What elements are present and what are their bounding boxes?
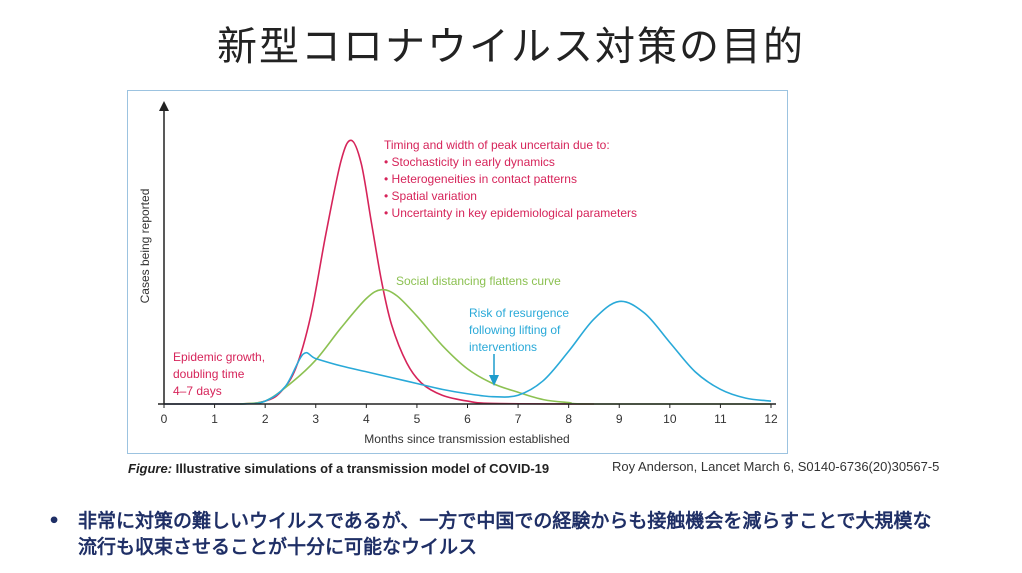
- series-line-green: [239, 288, 771, 405]
- y-axis-arrow-icon: [159, 101, 169, 111]
- annotation-uncertainty-item: • Uncertainty in key epidemiological par…: [384, 206, 637, 220]
- x-tick-label: 3: [312, 412, 319, 426]
- annotation-resurgence: Risk of resurgence: [469, 306, 569, 320]
- epidemic-curve-chart: 0 1 2 3 4 5 6 7 8 9 10 11 12 Months since transmissi…: [138, 101, 778, 446]
- chart-frame: 0 1 2 3 4 5 6 7 8 9 10 11 12 Months since transmissi…: [127, 90, 788, 454]
- citation: Roy Anderson, Lancet March 6, S0140-6736…: [612, 459, 940, 474]
- slide-title: 新型コロナウイルス対策の目的: [217, 24, 805, 70]
- annotation-distancing: Social distancing flattens curve: [396, 274, 561, 288]
- figure-caption: Figure: Illustrative simulations of a tr…: [128, 461, 549, 476]
- x-tick-label: 1: [211, 412, 218, 426]
- x-tick-label: 12: [764, 412, 778, 426]
- series-line-blue: [164, 300, 772, 405]
- resurgence-arrow-icon: [489, 354, 499, 386]
- x-tick-label: 2: [262, 412, 269, 426]
- annotation-resurgence: interventions: [469, 340, 537, 354]
- x-axis-label: Months since transmission established: [364, 432, 569, 446]
- x-tick-label: 5: [414, 412, 421, 426]
- annotation-growth: 4–7 days: [173, 384, 222, 398]
- y-axis-label: Cases being reported: [138, 189, 152, 304]
- x-tick-label: 6: [464, 412, 471, 426]
- annotation-uncertainty-item: • Spatial variation: [384, 189, 477, 203]
- annotation-uncertainty-title: Timing and width of peak uncertain due t…: [384, 138, 610, 152]
- annotation-growth: doubling time: [173, 367, 245, 381]
- x-tick-label: 10: [663, 412, 677, 426]
- bullet-list: • 非常に対策の難しいウイルスであるが、一方で中国での経験からも接触機会を減らす…: [48, 508, 938, 560]
- x-tick-label: 11: [714, 412, 727, 426]
- x-tick-label: 7: [515, 412, 522, 426]
- caption-text: Illustrative simulations of a transmissi…: [172, 461, 550, 476]
- annotation-resurgence: following lifting of: [469, 323, 561, 337]
- annotation-uncertainty-item: • Heterogeneities in contact patterns: [384, 172, 577, 186]
- x-tick-label: 9: [616, 412, 623, 426]
- x-tick-label: 8: [565, 412, 572, 426]
- x-tick-label: 0: [161, 412, 168, 426]
- annotation-growth: Epidemic growth,: [173, 350, 265, 364]
- caption-prefix: Figure:: [128, 461, 173, 476]
- annotation-uncertainty-item: • Stochasticity in early dynamics: [384, 155, 555, 169]
- bullet-text: 非常に対策の難しいウイルスであるが、一方で中国での経験からも接触機会を減らすこと…: [78, 510, 932, 558]
- bullet-marker: •: [48, 510, 61, 532]
- x-tick-label: 4: [363, 412, 370, 426]
